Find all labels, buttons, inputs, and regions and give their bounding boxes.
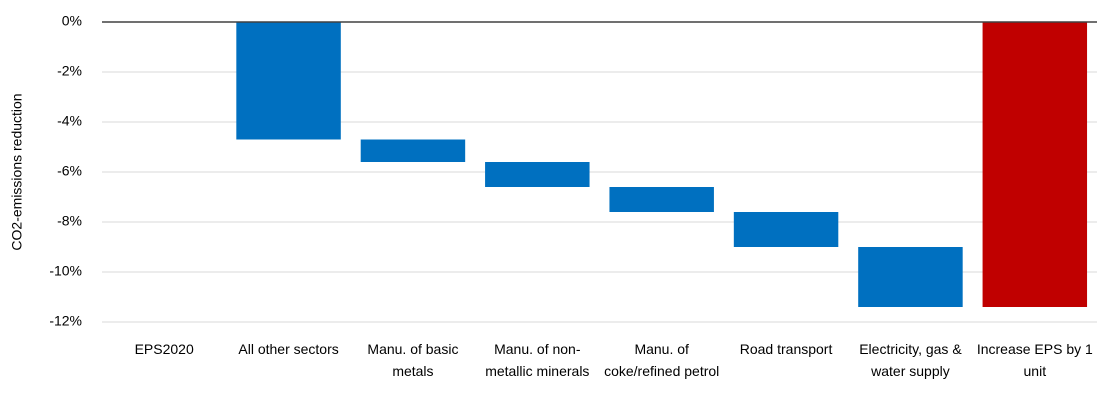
bar: [733, 212, 839, 247]
bar: [360, 139, 466, 162]
x-tick-label: Road transport: [739, 341, 833, 357]
bar: [485, 162, 590, 187]
x-tick-label: Increase EPS by 1 unit: [976, 341, 1093, 379]
bar: [858, 247, 963, 307]
x-tick-label: Manu. of coke/refined petrol: [604, 341, 720, 379]
y-axis-label: CO2-emissions reduction: [9, 93, 25, 250]
x-tick-label: Electricity, gas & water supply: [859, 341, 962, 379]
x-tick-label: All other sectors: [238, 341, 339, 357]
y-tick-label: -10%: [49, 263, 82, 279]
y-tick-label: -6%: [57, 163, 82, 179]
x-tick-label: Manu. of basic metals: [367, 341, 459, 379]
x-tick-label: EPS2020: [134, 341, 194, 357]
y-tick-label: -4%: [57, 113, 82, 129]
y-tick-label: -2%: [57, 63, 82, 79]
x-tick-label: Manu. of non-metallic minerals: [485, 341, 590, 379]
y-tick-label: -12%: [49, 313, 82, 329]
bar: [982, 22, 1088, 307]
bar: [236, 22, 341, 140]
bar: [609, 187, 714, 212]
y-tick-label: -8%: [57, 213, 82, 229]
y-tick-label: 0%: [62, 13, 82, 29]
